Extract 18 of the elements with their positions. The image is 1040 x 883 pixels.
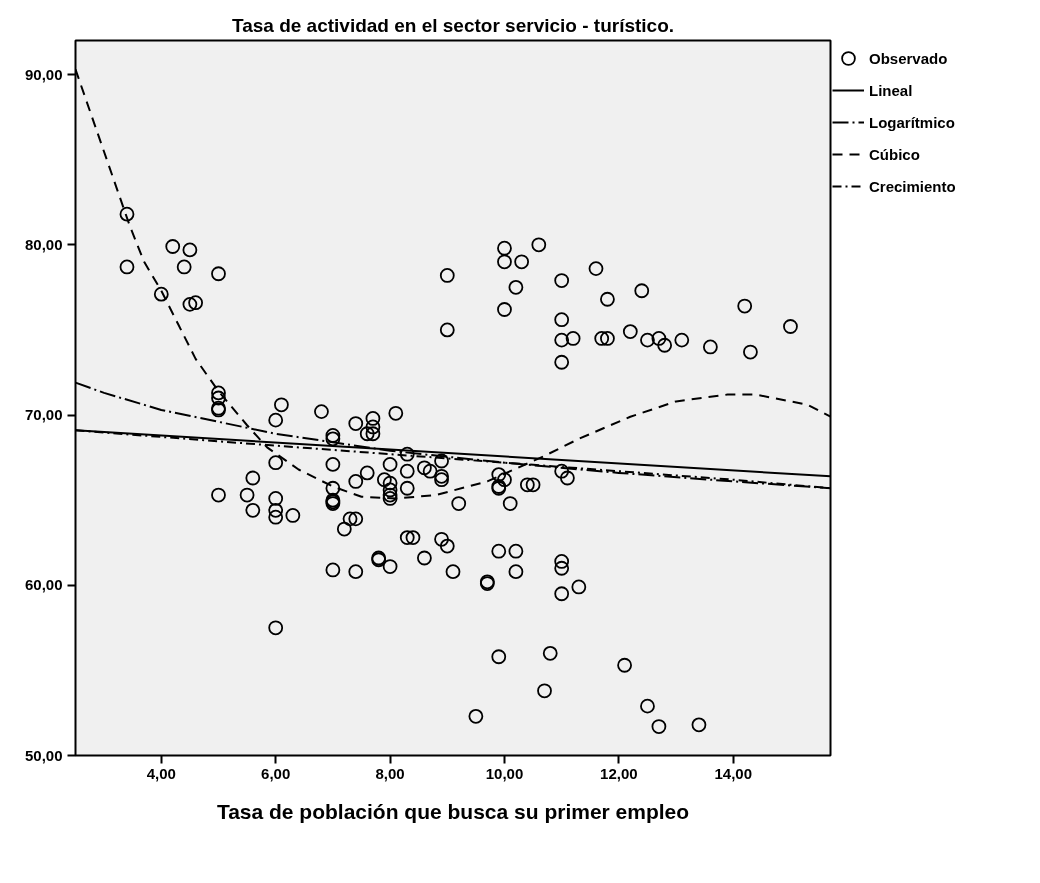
y-tick-label: 80,00 [24,235,63,253]
legend-label: Observado [869,48,948,69]
legend-label: Crecimiento [869,176,956,197]
x-tick-label: 4,00 [146,764,176,782]
y-tick-label: 70,00 [24,406,63,424]
x-tick-label: 14,00 [714,764,753,782]
chart-title: Tasa de actividad en el sector servicio - turístico. [231,14,675,36]
x-tick-label: 6,00 [261,764,291,782]
legend-label: Lineal [869,80,913,101]
x-tick-label: 12,00 [600,764,638,782]
x-tick-label: 10,00 [485,764,524,782]
y-tick-label: 50,00 [24,746,63,764]
y-tick-label: 60,00 [24,576,63,594]
legend-label: Logarítmico [869,112,955,133]
x-axis-title: Tasa de población que busca su primer empleo [216,799,690,823]
y-tick-label: 90,00 [24,65,63,83]
x-tick-label: 8,00 [375,764,405,782]
legend-label: Cúbico [869,144,920,165]
